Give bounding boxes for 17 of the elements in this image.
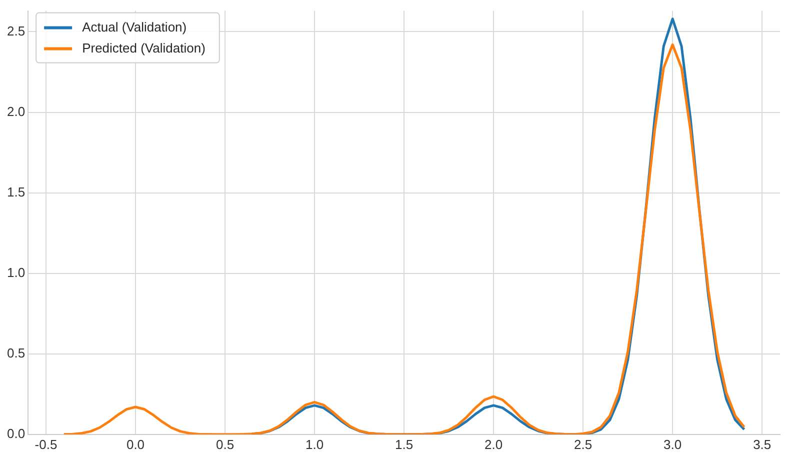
x-tick-label: 1.5 <box>394 436 414 452</box>
x-tick-label: -0.5 <box>34 436 58 452</box>
legend-label: Actual (Validation) <box>82 19 187 34</box>
x-tick-label: 0.0 <box>126 436 145 452</box>
x-tick-label: 3.5 <box>753 436 772 452</box>
y-tick-label: 0.5 <box>6 345 26 360</box>
y-tick-label: 0.0 <box>6 426 26 441</box>
x-tick-label: 0.5 <box>216 436 234 452</box>
y-tick-label: 2.5 <box>6 23 26 38</box>
y-tick-label: 1.5 <box>6 184 26 200</box>
x-tick-label: 2.0 <box>484 436 503 452</box>
x-tick-label: 1.0 <box>305 436 324 452</box>
y-tick-label: 1.0 <box>6 264 26 280</box>
y-tick-label: 2.0 <box>6 104 26 119</box>
x-tick-label: 3.0 <box>664 436 682 452</box>
legend-label: Predicted (Validation) <box>82 40 206 56</box>
x-tick-label: 2.5 <box>574 436 592 452</box>
